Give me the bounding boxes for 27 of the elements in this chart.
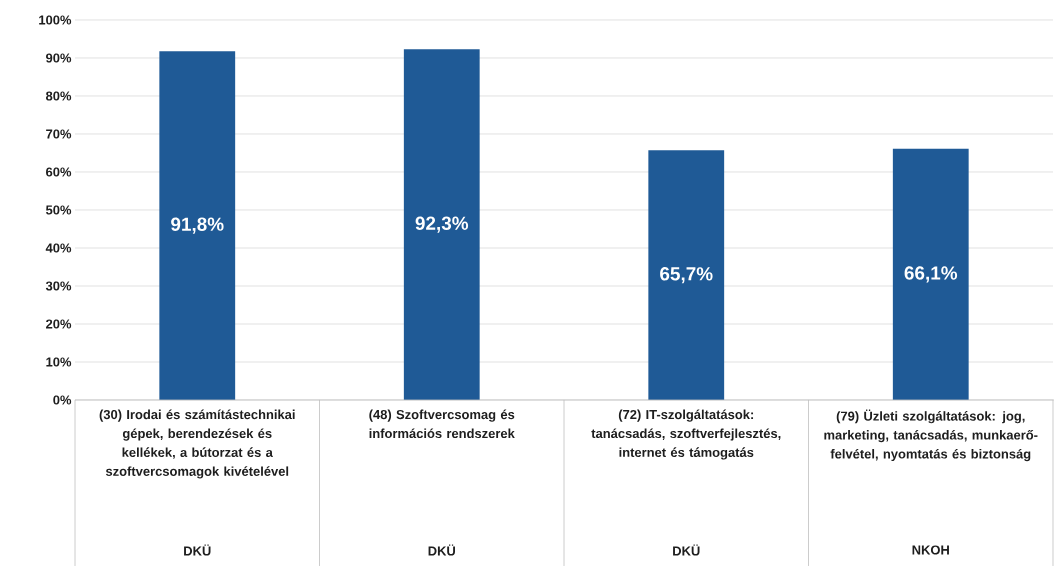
bar: [892, 148, 969, 400]
data-label: 65,7%: [660, 267, 713, 284]
y-tick-label: 10%: [46, 357, 72, 367]
y-tick-label: 20%: [46, 319, 72, 329]
x-tick-label: (72) IT-szolgáltatások: tanácsadás, szoftverfejlesztés, internet és támogatás: [591, 409, 781, 460]
y-tick-label: 0%: [53, 395, 72, 405]
y-tick-label: 90%: [46, 53, 72, 63]
y-tick-label: 70%: [46, 129, 72, 139]
x-tick-label: (30) Irodai és számítástechnikai gépek, berendezések és kellékek, a bútorzat és a szoftvercsomagok kivételével: [99, 409, 295, 479]
text: DKÜ: [428, 544, 455, 556]
text: DKÜ: [184, 544, 211, 556]
y-tick-label: 80%: [45, 91, 72, 101]
bar: [403, 49, 480, 400]
y-tick-label: 60%: [46, 167, 72, 177]
bar: [159, 51, 236, 400]
x-tick-label: (79) Üzleti szolgáltatások: jog, marketing, tanácsadás, munkaerő-felvétel, nyomtatás és biztonság: [824, 409, 1038, 462]
data-label: 92,3%: [415, 216, 469, 233]
y-tick-label: 100%: [39, 15, 72, 25]
data-label: 91,8%: [171, 217, 224, 234]
bar: [648, 150, 725, 400]
x-tick-label: (48) Szoftvercsomag és információs rendszerek: [369, 409, 515, 439]
data-label: 66,1%: [904, 266, 958, 283]
text: NKOH: [912, 545, 949, 555]
text: DKÜ: [673, 544, 700, 556]
y-tick-label: 40%: [45, 243, 72, 253]
y-tick-label: 30%: [45, 281, 72, 291]
y-tick-label: 50%: [45, 205, 72, 215]
